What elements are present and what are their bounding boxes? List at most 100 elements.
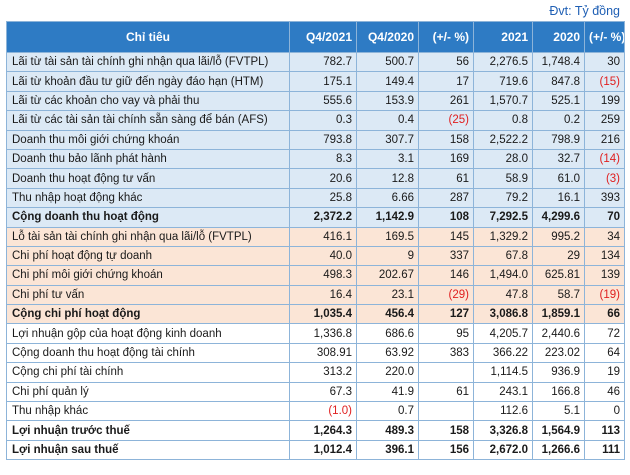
row-label: Doanh thu môi giới chứng khoán [6, 129, 290, 150]
row-label: Lợi nhuận gộp của hoạt động kinh doanh [6, 323, 290, 344]
cell-change-year: 72 [584, 323, 625, 344]
table-row: Doanh thu môi giới chứng khoán 793.8 307.7… [6, 129, 625, 150]
cell-y2021: 366.22 [473, 342, 533, 364]
cell-q4-2020: 12.8 [356, 168, 419, 189]
cell-q4-2020: 686.6 [356, 323, 419, 344]
cell-y2021: 1,329.2 [473, 226, 533, 247]
table-row: Chi phí quản lý 67.3 41.9 61 243.1 166.8 46 [6, 381, 625, 403]
row-label: Cộng chi phí tài chính [6, 362, 290, 383]
cell-y2020: 32.7 [532, 148, 585, 170]
cell-q4-2020: 41.9 [356, 381, 419, 403]
cell-q4-2020: 0.7 [356, 401, 419, 422]
cell-y2020: 1,564.9 [532, 420, 585, 441]
table-row: Cộng doanh thu hoạt động 2,372.2 1,142.9 10… [6, 207, 625, 228]
cell-change-year: 139 [584, 265, 625, 286]
cell-change-quarter: 17 [418, 71, 474, 92]
cell-change-year: 259 [584, 110, 625, 131]
cell-q4-2020: 3.1 [356, 148, 419, 170]
cell-change-year: 30 [584, 51, 625, 73]
cell-change-year: 70 [584, 207, 625, 228]
cell-q4-2021: (1.0) [289, 401, 357, 422]
cell-change-quarter: 145 [418, 226, 474, 247]
cell-y2020: 0.2 [532, 110, 585, 131]
cell-q4-2021: 40.0 [289, 245, 357, 267]
cell-y2020: 61.0 [532, 168, 585, 189]
cell-change-quarter: 56 [418, 51, 474, 73]
header-q4-2020: Q4/2020 [356, 21, 419, 53]
cell-change-year: (14) [584, 148, 625, 170]
cell-change-quarter: 127 [418, 304, 474, 325]
row-label: Chi phí tư vấn [6, 284, 290, 306]
table-row: Chi phí hoạt động tự doanh 40.0 9 337 67.8 29… [6, 245, 625, 267]
cell-q4-2021: 1,336.8 [289, 323, 357, 344]
cell-change-quarter: (25) [418, 110, 474, 131]
table-row: Lãi từ các tài sản tài chính sẵn sàng để… [6, 110, 625, 131]
cell-q4-2020: 456.4 [356, 304, 419, 325]
cell-change-year: 19 [584, 362, 625, 383]
header-q4-2021: Q4/2021 [289, 21, 357, 53]
cell-q4-2021: 308.91 [289, 342, 357, 364]
cell-q4-2021: 25.8 [289, 187, 357, 209]
cell-change-quarter [418, 401, 474, 422]
cell-change-year: 216 [584, 129, 625, 150]
cell-q4-2021: 793.8 [289, 129, 357, 150]
row-label: Lỗ tài sản tài chính ghi nhận qua lãi/lỗ… [6, 226, 290, 247]
cell-y2020: 4,299.6 [532, 207, 585, 228]
cell-q4-2021: 498.3 [289, 265, 357, 286]
cell-y2021: 1,494.0 [473, 265, 533, 286]
row-label: Lãi từ tài sản tài chính ghi nhận qua lã… [6, 51, 290, 73]
cell-q4-2021: 416.1 [289, 226, 357, 247]
cell-q4-2020: 149.4 [356, 71, 419, 92]
cell-y2020: 936.9 [532, 362, 585, 383]
cell-y2020: 847.8 [532, 71, 585, 92]
cell-change-quarter: 156 [418, 439, 474, 461]
row-label: Lãi từ khoản đầu tư giữ đến ngày đáo hạn… [6, 71, 290, 92]
header-row: Chỉ tiêu Q4/2021 Q4/2020 (+/- %) 2021 20… [6, 21, 625, 53]
row-label: Doanh thu bảo lãnh phát hành [6, 148, 290, 170]
row-label: Doanh thu hoạt động tư vấn [6, 168, 290, 189]
row-label: Thu nhập khác [6, 401, 290, 422]
cell-q4-2021: 0.3 [289, 110, 357, 131]
cell-change-quarter [418, 362, 474, 383]
cell-y2020: 1,748.4 [532, 51, 585, 73]
cell-y2020: 223.02 [532, 342, 585, 364]
cell-change-year: 393 [584, 187, 625, 209]
header-2021: 2021 [473, 21, 533, 53]
header-change-quarter: (+/- %) [418, 21, 474, 53]
cell-q4-2021: 8.3 [289, 148, 357, 170]
cell-change-year: 34 [584, 226, 625, 247]
cell-q4-2020: 396.1 [356, 439, 419, 461]
row-label: Cộng doanh thu hoạt động tài chính [6, 342, 290, 364]
cell-y2020: 58.7 [532, 284, 585, 306]
cell-change-year: 111 [584, 439, 625, 461]
financial-table: Chỉ tiêu Q4/2021 Q4/2020 (+/- %) 2021 20… [6, 21, 625, 461]
row-label: Lãi từ các tài sản tài chính sẵn sàng để… [6, 110, 290, 131]
cell-y2020: 625.81 [532, 265, 585, 286]
cell-y2021: 67.8 [473, 245, 533, 267]
cell-y2021: 1,570.7 [473, 90, 533, 112]
cell-change-year: (19) [584, 284, 625, 306]
cell-y2021: 7,292.5 [473, 207, 533, 228]
cell-change-quarter: 287 [418, 187, 474, 209]
cell-q4-2020: 63.92 [356, 342, 419, 364]
unit-label: Đvt: Tỷ đồng [549, 4, 620, 18]
row-label: Chi phí hoạt động tự doanh [6, 245, 290, 267]
cell-q4-2021: 20.6 [289, 168, 357, 189]
cell-y2020: 166.8 [532, 381, 585, 403]
table-row: Cộng doanh thu hoạt động tài chính 308.91… [6, 342, 625, 364]
cell-q4-2021: 67.3 [289, 381, 357, 403]
cell-y2021: 243.1 [473, 381, 533, 403]
row-label: Lợi nhuận sau thuế [6, 439, 290, 461]
cell-q4-2020: 9 [356, 245, 419, 267]
cell-y2021: 58.9 [473, 168, 533, 189]
row-label: Cộng chi phí hoạt động [6, 304, 290, 325]
cell-y2020: 798.9 [532, 129, 585, 150]
table-row: Lợi nhuận trước thuế 1,264.3 489.3 158 3,326… [6, 420, 625, 441]
header-change-year: (+/- %) [584, 21, 625, 53]
table-row: Chi phí môi giới chứng khoán 498.3 202.67 1… [6, 265, 625, 286]
cell-q4-2020: 1,142.9 [356, 207, 419, 228]
cell-q4-2021: 1,035.4 [289, 304, 357, 325]
cell-y2021: 2,276.5 [473, 51, 533, 73]
cell-q4-2021: 782.7 [289, 51, 357, 73]
row-label: Thu nhập hoạt động khác [6, 187, 290, 209]
